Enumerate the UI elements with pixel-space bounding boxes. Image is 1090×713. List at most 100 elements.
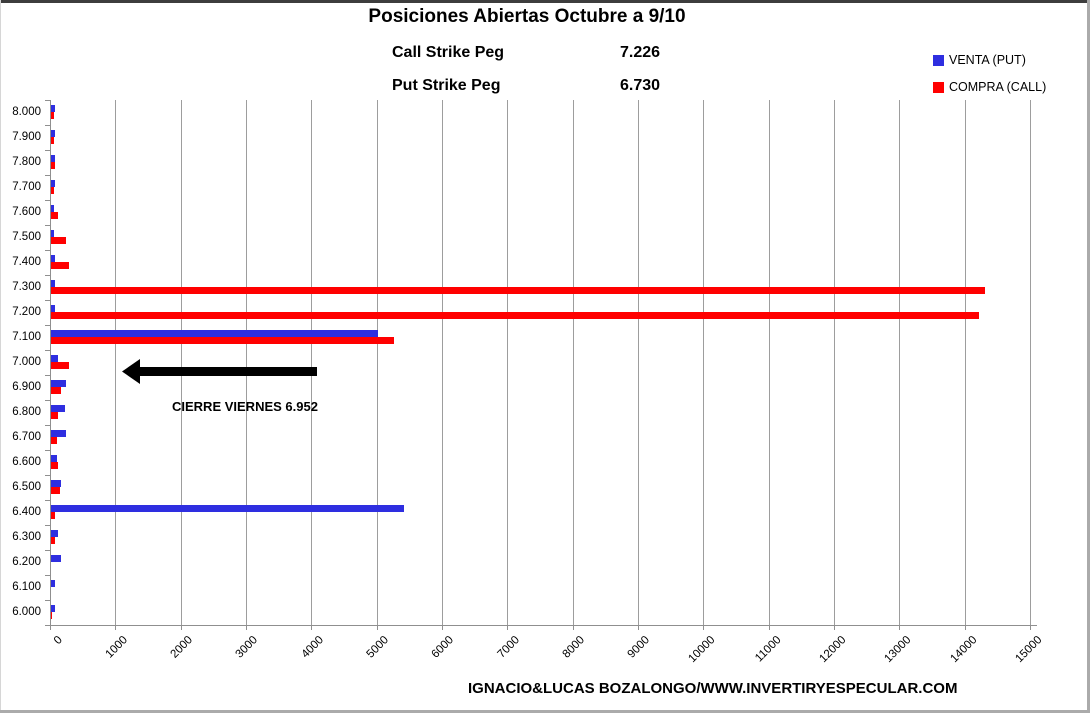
y-axis-tick [45,500,50,501]
gridline [703,100,705,625]
y-axis-tick [45,250,50,251]
bar-venta-put-7.200 [51,304,55,312]
x-axis-tick [311,625,313,630]
y-axis-label: 7.900 [12,131,41,143]
y-axis-label: 7.200 [12,306,41,318]
x-axis-tick [964,625,966,630]
bar-compra-call-7.700 [51,186,55,194]
y-axis-tick [45,150,50,151]
bar-venta-put-7.000 [51,354,59,362]
x-axis-label: 7000 [495,634,522,661]
bar-venta-put-6.000 [51,604,56,612]
y-axis-tick [45,275,50,276]
x-axis-label: 5000 [364,634,392,661]
x-axis-tick [572,625,574,630]
gridline [442,100,443,625]
x-axis-tick [246,625,247,630]
y-axis-label: 6.500 [12,481,41,493]
gridline [507,100,509,625]
gridline [572,100,574,625]
x-axis-label: 13000 [882,634,914,666]
y-axis-label: 7.800 [12,156,41,168]
footer-credit: IGNACIO&LUCAS BOZALONGO/WWW.INVERTIRYESP… [468,680,958,697]
gridline [376,100,378,625]
bar-venta-put-6.200 [51,554,61,562]
bar-venta-put-6.500 [51,479,61,487]
x-axis-tick [834,625,835,630]
bar-compra-call-6.300 [51,536,55,544]
x-axis-label: 14000 [948,634,980,666]
call-strike-peg-label: Call Strike Peg [392,44,505,61]
x-axis-tick [768,625,770,630]
y-axis-tick [45,450,50,451]
y-axis-label: 6.200 [12,556,41,568]
x-axis-label: 10000 [686,634,718,666]
bar-venta-put-7.500 [51,229,55,237]
bar-compra-call-6.400 [51,511,55,519]
bar-compra-call-7.200 [51,311,979,319]
y-axis-label: 6.300 [12,531,41,543]
gridline [834,100,835,625]
bar-compra-call-7.900 [51,136,55,144]
bar-compra-call-6.900 [51,386,61,394]
bar-venta-put-6.600 [51,454,57,462]
bar-compra-call-7.300 [51,286,986,294]
y-axis-tick [45,325,50,326]
y-axis-label: 6.000 [12,606,41,618]
y-axis-tick [45,425,50,426]
y-axis-tick [45,100,50,101]
x-axis-label: 15000 [1013,634,1045,666]
legend-label: VENTA (PUT) [949,53,1026,67]
y-axis-label: 6.900 [12,381,41,393]
bar-venta-put-7.400 [51,254,55,262]
x-axis-label: 6000 [429,634,457,661]
y-axis-label: 7.400 [12,256,41,268]
y-axis-label: 7.300 [12,281,41,293]
call-strike-peg-value: 7.226 [620,44,661,61]
window-left-border [0,0,1,713]
bar-venta-put-6.400 [51,504,404,512]
x-axis-tick [507,625,509,630]
put-strike-peg-value: 6.730 [620,77,661,94]
y-axis-tick [45,600,50,601]
gridline [899,100,901,625]
bar-venta-put-6.300 [51,529,58,537]
bar-compra-call-6.600 [51,461,58,469]
y-axis-label: 7.700 [12,181,41,193]
x-axis-label: 8000 [560,634,588,661]
y-axis-label: 6.800 [12,406,41,418]
x-axis-tick [703,625,705,630]
y-axis-label: 6.400 [12,506,41,518]
gridline [964,100,966,625]
bar-compra-call-6.800 [51,411,58,419]
y-axis-tick [45,400,50,401]
x-axis-tick [115,625,117,630]
bar-compra-call-6.000 [51,611,53,619]
cierre-viernes-annotation: CIERRE VIERNES 6.952 [172,399,318,414]
legend-item-compra-call: COMPRA (CALL) [933,80,1046,94]
bar-compra-call-7.100 [51,336,394,344]
x-axis-tick [442,625,443,630]
x-axis-tick [180,625,182,630]
y-axis-tick [45,350,50,351]
y-axis-tick [45,200,50,201]
legend: VENTA (PUT) COMPRA (CALL) [933,53,1046,107]
y-axis-label: 7.500 [12,231,41,243]
bar-venta-put-6.800 [51,404,65,412]
gridline [311,100,313,625]
bar-venta-put-7.300 [51,279,55,287]
y-axis-label: 6.100 [12,581,41,593]
y-axis-label: 8.000 [12,106,41,118]
y-axis-label: 7.600 [12,206,41,218]
x-axis-tick [50,625,51,630]
gridline [1030,100,1031,625]
bar-compra-call-7.600 [51,211,59,219]
x-axis-label: 2000 [168,634,196,661]
chart-title: Posiciones Abiertas Octubre a 9/10 [368,6,686,27]
y-axis-label: 7.100 [12,331,41,343]
x-axis-label: 12000 [817,634,849,666]
x-axis-tick [1030,625,1031,630]
y-axis-tick [45,575,50,576]
x-axis-label: 3000 [233,634,261,661]
bar-venta-put-7.600 [51,204,55,212]
